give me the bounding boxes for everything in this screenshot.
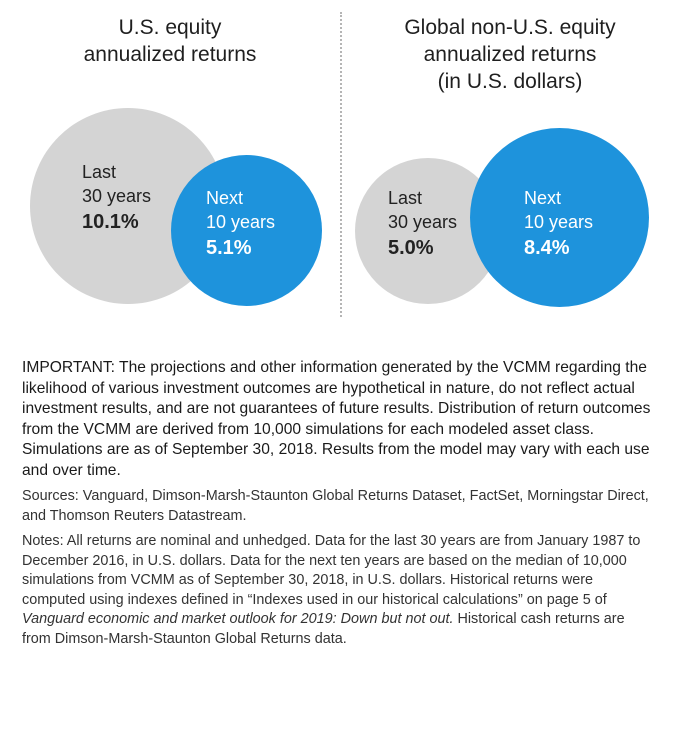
sources-note: Sources: Vanguard, Dimson-Marsh-Staunton… [22,488,649,524]
global-equity-title: Global non-U.S. equity annualized return… [340,14,680,95]
global-equity-panel: Global non-U.S. equity annualized return… [340,0,680,330]
global-next-10-years-label: Next 10 years 8.4% [524,186,593,262]
us-equity-panel: U.S. equity annualized returns Last 30 y… [0,0,340,330]
title-line: (in U.S. dollars) [437,70,583,93]
us-next-10-years-bubble [171,155,322,306]
us-equity-title: U.S. equity annualized returns [0,14,340,68]
bubble-label-line: Next [524,188,562,208]
bubble-value: 5.0% [388,237,434,259]
global-last-30-years-label: Last 30 years 5.0% [388,186,457,262]
bubble-label-line: Next [206,188,244,208]
notes-text-part: Historical cash returns are from Dimson-… [22,611,625,647]
bubble-value: 10.1% [82,211,139,233]
footnotes: IMPORTANT: The projections and other inf… [22,358,652,655]
bubble-value: 8.4% [524,237,570,259]
bubble-label-line: 10 years [206,212,276,232]
bubble-label-line: 30 years [82,186,152,206]
panel-divider [340,12,342,317]
global-next-10-years-bubble [470,128,649,307]
publication-title: Vanguard economic and market outlook for… [22,611,454,627]
notes-text: Notes: All returns are nominal and unhed… [22,532,652,649]
bubble-value: 5.1% [206,237,252,259]
title-line: annualized returns [83,43,257,66]
important-disclaimer: IMPORTANT: The projections and other inf… [22,359,651,479]
title-line: annualized returns [423,43,597,66]
bubble-label-line: 30 years [388,212,458,232]
bubble-label-line: 10 years [524,212,594,232]
title-line: Global non-U.S. equity [404,16,616,39]
bubble-label-line: Last [82,162,117,182]
us-last-30-years-label: Last 30 years 10.1% [82,160,151,236]
notes-text-part: Notes: All returns are nominal and unhed… [22,533,641,608]
title-line: U.S. equity [118,16,222,39]
us-next-10-years-label: Next 10 years 5.1% [206,186,275,262]
bubble-label-line: Last [388,188,423,208]
